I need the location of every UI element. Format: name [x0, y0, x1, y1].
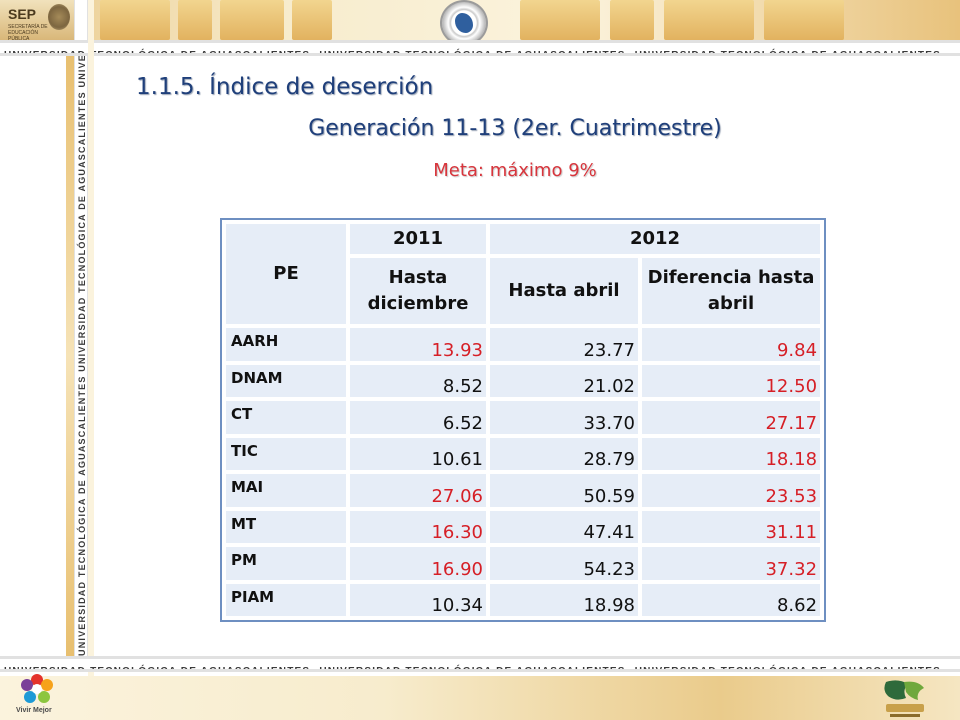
- decorative-block: [100, 0, 170, 40]
- cell-hasta-diciembre: 27.06: [346, 470, 490, 511]
- cell-pe: MT: [222, 506, 350, 547]
- sep-logo-text: SEP: [8, 6, 37, 22]
- generation-subtitle: Generación 11-13 (2er. Cuatrimestre): [308, 116, 722, 141]
- table-row: DNAM 8.52 21.02 12.50: [222, 360, 825, 401]
- cell-diferencia: 12.50: [637, 360, 825, 401]
- decorative-block: [220, 0, 284, 40]
- sep-logo-subtitle: SECRETARÍA DE EDUCACIÓN PÚBLICA: [8, 24, 48, 42]
- vivir-mejor-flower-icon: [21, 674, 53, 703]
- cell-hasta-abril: 28.79: [486, 433, 642, 474]
- cell-hasta-diciembre: 6.52: [346, 397, 490, 438]
- cell-hasta-abril: 23.77: [486, 324, 642, 365]
- left-gold-band: [66, 56, 74, 656]
- cell-hasta-diciembre: 10.34: [346, 579, 490, 620]
- cell-diferencia: 23.53: [637, 470, 825, 511]
- cell-pe: AARH: [222, 324, 350, 365]
- vertical-banner-text: UNIVERSIDAD TECNOLÓGICA DE AGUASCALIENTE…: [77, 56, 87, 656]
- decorative-block: [520, 0, 600, 40]
- cell-diferencia: 31.11: [637, 506, 825, 547]
- cell-pe: MAI: [222, 470, 350, 511]
- university-seal-logo: [440, 0, 488, 46]
- cell-hasta-abril: 47.41: [486, 506, 642, 547]
- banner-text: UNIVERSIDAD TECNOLÓGICA DE AGUASCALIENTE…: [319, 666, 626, 672]
- ut-emblem-icon: [455, 13, 473, 33]
- decorative-block: [292, 0, 332, 40]
- vivir-mejor-label: Vivir Mejor: [16, 707, 52, 714]
- mexico-eagle-icon: [48, 4, 70, 30]
- cell-hasta-abril: 18.98: [486, 579, 642, 620]
- header-hasta-abril: Hasta abril: [486, 254, 642, 328]
- banner-text: UNIVERSIDAD TECNOLÓGICA DE AGUASCALIENTE…: [4, 666, 311, 672]
- cell-hasta-abril: 33.70: [486, 397, 642, 438]
- left-cream-band: [88, 0, 94, 720]
- cell-hasta-diciembre: 8.52: [346, 360, 490, 401]
- table-row: PM 16.90 54.23 37.32: [222, 543, 825, 584]
- header-hasta-diciembre: Hasta diciembre: [346, 254, 490, 328]
- ut-anniversary-logo-icon: [884, 680, 924, 717]
- cell-hasta-abril: 21.02: [486, 360, 642, 401]
- cell-pe: CT: [222, 397, 350, 438]
- table-row: MAI 27.06 50.59 23.53: [222, 470, 825, 511]
- sep-logo: SEP SECRETARÍA DE EDUCACIÓN PÚBLICA: [0, 0, 76, 42]
- decorative-block: [664, 0, 754, 40]
- slide-title: 1.1.5. Índice de deserción: [136, 74, 434, 100]
- table-row: PIAM 10.34 18.98 8.62: [222, 579, 825, 620]
- cell-hasta-diciembre: 13.93: [346, 324, 490, 365]
- cell-hasta-diciembre: 10.61: [346, 433, 490, 474]
- header-pe: PE: [222, 220, 350, 328]
- cell-hasta-abril: 54.23: [486, 543, 642, 584]
- table-row: AARH 13.93 23.77 9.84: [222, 324, 825, 365]
- decorative-block: [764, 0, 844, 40]
- cell-diferencia: 9.84: [637, 324, 825, 365]
- cell-diferencia: 8.62: [637, 579, 825, 620]
- cell-diferencia: 37.32: [637, 543, 825, 584]
- bottom-university-banner: UNIVERSIDAD TECNOLÓGICA DE AGUASCALIENTE…: [0, 656, 960, 672]
- bottom-decorative-strip: [0, 676, 960, 720]
- header-diferencia: Diferencia hasta abril: [637, 254, 825, 328]
- top-university-banner: UNIVERSIDAD TECNOLÓGICA DE AGUASCALIENTE…: [0, 40, 960, 56]
- cell-diferencia: 27.17: [637, 397, 825, 438]
- banner-text: UNIVERSIDAD TECNOLÓGICA DE AGUASCALIENTE…: [4, 50, 311, 56]
- decorative-block: [178, 0, 212, 40]
- header-year-2011: 2011: [346, 220, 490, 258]
- dropout-rate-table: PE 2011 2012 Hasta diciembre Hasta abril…: [219, 218, 827, 622]
- left-vertical-banner: UNIVERSIDAD TECNOLÓGICA DE AGUASCALIENTE…: [74, 56, 88, 656]
- table-row: TIC 10.61 28.79 18.18: [222, 433, 825, 474]
- cell-pe: TIC: [222, 433, 350, 474]
- table-row: MT 16.30 47.41 31.11: [222, 506, 825, 547]
- cell-pe: DNAM: [222, 360, 350, 401]
- cell-pe: PIAM: [222, 579, 350, 620]
- banner-text: UNIVERSIDAD TECNOLÓGICA DE AGUASCALIENTE…: [634, 666, 941, 672]
- decorative-block: [610, 0, 654, 40]
- goal-text: Meta: máximo 9%: [433, 160, 597, 181]
- cell-diferencia: 18.18: [637, 433, 825, 474]
- table-row: CT 6.52 33.70 27.17: [222, 397, 825, 438]
- header-year-2012: 2012: [485, 220, 825, 258]
- cell-pe: PM: [222, 543, 350, 584]
- cell-hasta-abril: 50.59: [486, 470, 642, 511]
- cell-hasta-diciembre: 16.30: [346, 506, 490, 547]
- left-vertical-band-top: [74, 0, 88, 40]
- cell-hasta-diciembre: 16.90: [346, 543, 490, 584]
- banner-text: UNIVERSIDAD TECNOLÓGICA DE AGUASCALIENTE…: [319, 50, 626, 56]
- banner-text: UNIVERSIDAD TECNOLÓGICA DE AGUASCALIENTE…: [634, 50, 941, 56]
